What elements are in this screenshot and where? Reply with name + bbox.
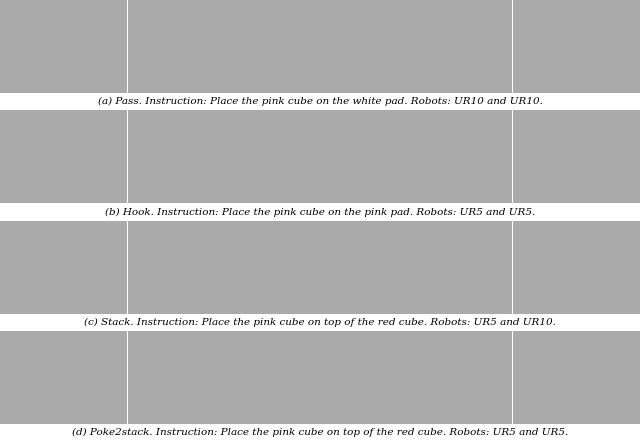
Text: (c) Stack. Instruction: Place the pink cube on top of the red cube. Robots: UR5 : (c) Stack. Instruction: Place the pink c… xyxy=(84,318,556,327)
Text: (d) Poke2stack. Instruction: Place the pink cube on top of the red cube. Robots:: (d) Poke2stack. Instruction: Place the p… xyxy=(72,428,568,437)
Text: (a) Pass. Instruction: Place the pink cube on the white pad. Robots: UR10 and UR: (a) Pass. Instruction: Place the pink cu… xyxy=(97,97,543,106)
Text: (b) Hook. Instruction: Place the pink cube on the pink pad. Robots: UR5 and UR5.: (b) Hook. Instruction: Place the pink cu… xyxy=(105,207,535,217)
